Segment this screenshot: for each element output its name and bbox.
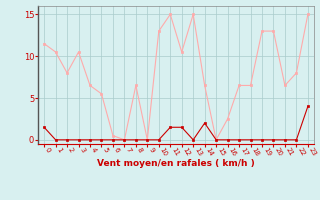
X-axis label: Vent moyen/en rafales ( km/h ): Vent moyen/en rafales ( km/h )	[97, 159, 255, 168]
